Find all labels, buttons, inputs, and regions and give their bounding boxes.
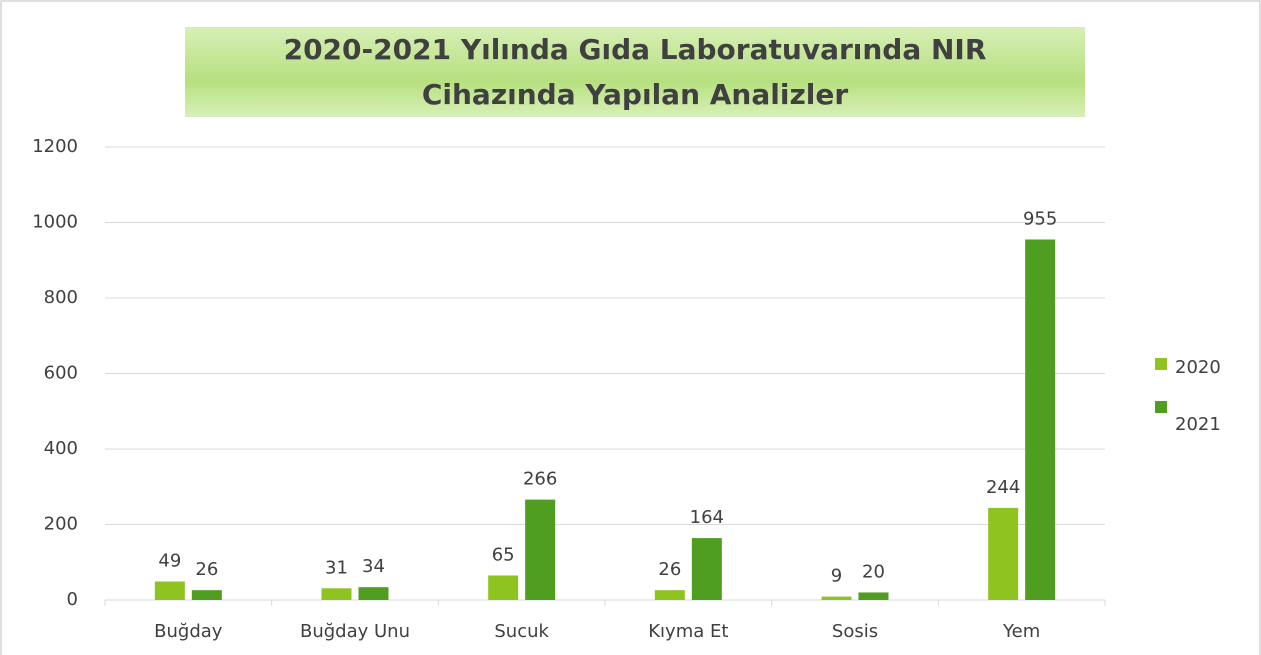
legend-swatch	[1155, 358, 1167, 370]
bar	[654, 590, 685, 600]
title-background	[185, 27, 1085, 117]
bar	[488, 575, 519, 600]
value-label: 9	[831, 566, 842, 587]
y-tick-label: 1000	[32, 212, 78, 233]
bar	[858, 592, 889, 600]
x-tick-label: Kıyma Et	[648, 621, 728, 642]
x-tick-label: Buğday Unu	[300, 621, 410, 642]
bar	[691, 538, 722, 600]
value-label: 65	[492, 544, 515, 565]
value-label: 49	[158, 551, 181, 572]
y-tick-label: 600	[44, 363, 78, 384]
legend-label: 2020	[1175, 357, 1221, 378]
value-label: 26	[195, 559, 218, 580]
value-label: 20	[862, 561, 885, 582]
legend-swatch	[1155, 401, 1167, 413]
bar	[988, 507, 1019, 600]
y-tick-label: 200	[44, 514, 78, 535]
bar	[154, 581, 185, 600]
value-label: 26	[658, 559, 681, 580]
value-label: 34	[362, 556, 385, 577]
x-tick-label: Buğday	[154, 621, 223, 642]
value-label: 31	[325, 557, 348, 578]
y-tick-label: 400	[44, 438, 78, 459]
bar	[525, 499, 556, 600]
value-label: 266	[523, 469, 557, 490]
y-tick-label: 1200	[32, 136, 78, 157]
x-tick-label: Sosis	[832, 621, 878, 642]
y-tick-label: 800	[44, 287, 78, 308]
chart-title: 2020-2021 Yılında Gıda Laboratuvarında N…	[283, 33, 987, 111]
bar	[191, 590, 222, 600]
bar	[321, 588, 352, 600]
legend-label: 2021	[1175, 414, 1221, 435]
x-tick-label: Yem	[1002, 621, 1040, 642]
x-tick-label: Sucuk	[494, 621, 549, 642]
value-label: 164	[690, 507, 724, 528]
bar	[1025, 239, 1056, 601]
value-label: 244	[986, 477, 1020, 498]
bar	[821, 596, 852, 600]
bar	[358, 587, 389, 600]
value-label: 955	[1023, 208, 1057, 229]
y-tick-label: 0	[67, 589, 78, 610]
